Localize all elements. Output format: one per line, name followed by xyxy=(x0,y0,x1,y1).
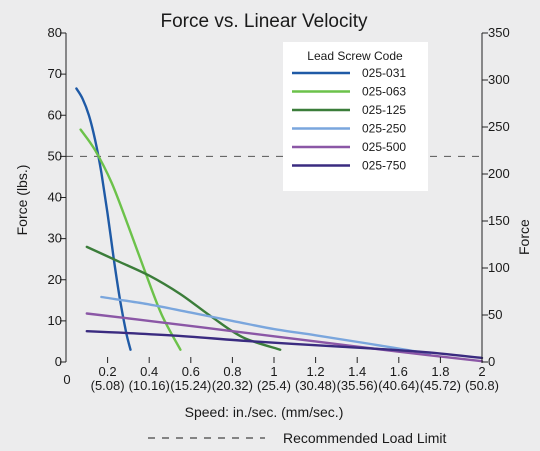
x-tick-label: 0.8 xyxy=(223,364,241,379)
series-line-025-063 xyxy=(79,128,182,351)
legend: Lead Screw Code 025-031 025-063 025-125 025… xyxy=(283,42,428,191)
series-line-025-125 xyxy=(85,245,282,351)
y-tick-label: 50 xyxy=(48,148,62,163)
x-tick-label: 1.8 xyxy=(431,364,449,379)
series-line-025-500 xyxy=(85,312,484,363)
x-tick-label: 1.4 xyxy=(348,364,366,379)
y-tick-label: 30 xyxy=(48,231,62,246)
y-tick-label: 80 xyxy=(48,25,62,40)
x-tick-label: 1.6 xyxy=(390,364,408,379)
reference-legend-label: Recommended Load Limit xyxy=(283,430,447,446)
y-axis-title: Force (lbs.) xyxy=(14,165,30,236)
x-tick-label: 0.6 xyxy=(182,364,200,379)
reference-line-legend: Recommended Load Limit xyxy=(148,430,447,446)
y-tick-label: 20 xyxy=(48,272,62,287)
y2-tick-label: 200 xyxy=(488,166,510,181)
legend-label-025-031: 025-031 xyxy=(362,66,406,80)
series-line-025-750 xyxy=(85,330,484,360)
x-tick-sublabel: (30.48) xyxy=(295,378,336,393)
x-tick-sublabel: (50.8) xyxy=(465,378,499,393)
x-tick-label: 0 xyxy=(63,372,70,387)
legend-label-025-250: 025-250 xyxy=(362,122,406,136)
x-tick-sublabel: (35.56) xyxy=(337,378,378,393)
x-tick-label: 0.2 xyxy=(99,364,117,379)
y2-tick-label: 300 xyxy=(488,72,510,87)
series-lines xyxy=(75,87,484,363)
tick-labels: 0 10 20 30 40 50 60 70 80 0 50 100 150 200 250 300 350 0 0… xyxy=(48,25,510,393)
y-tick-label: 40 xyxy=(48,190,62,205)
y2-tick-label: 350 xyxy=(488,25,510,40)
y2-axis-title-clip: Force (N) xyxy=(516,196,532,255)
x-tick-sublabel: (40.64) xyxy=(378,378,419,393)
y2-tick-label: 50 xyxy=(488,307,502,322)
y2-tick-label: 250 xyxy=(488,119,510,134)
legend-label-025-063: 025-063 xyxy=(362,85,406,99)
y2-axis-title: Force (N) xyxy=(516,196,532,255)
x-tick-sublabel: (10.16) xyxy=(129,378,170,393)
x-tick-label: 0.4 xyxy=(140,364,158,379)
series-line-025-250 xyxy=(100,295,432,355)
series-line-025-031 xyxy=(75,87,132,351)
y2-tick-label: 0 xyxy=(488,354,495,369)
y-tick-label: 70 xyxy=(48,66,62,81)
x-tick-sublabel: (15.24) xyxy=(170,378,211,393)
legend-title: Lead Screw Code xyxy=(307,49,403,63)
axes xyxy=(60,32,488,363)
y2-tick-label: 100 xyxy=(488,260,510,275)
x-tick-sublabel: (25.4) xyxy=(257,378,291,393)
x-tick-sublabel: (5.08) xyxy=(91,378,125,393)
legend-label-025-750: 025-750 xyxy=(362,159,406,173)
legend-label-025-500: 025-500 xyxy=(362,140,406,154)
x-tick-sublabel: (45.72) xyxy=(420,378,461,393)
x-tick-label: 1.2 xyxy=(307,364,325,379)
y-tick-label: 60 xyxy=(48,107,62,122)
y2-tick-label: 150 xyxy=(488,213,510,228)
y-tick-label: 10 xyxy=(48,313,62,328)
x-axis-title: Speed: in./sec. (mm/sec.) xyxy=(185,404,344,420)
x-tick-sublabel: (20.32) xyxy=(212,378,253,393)
chart-title: Force vs. Linear Velocity xyxy=(161,11,368,32)
legend-label-025-125: 025-125 xyxy=(362,103,406,117)
x-tick-label: 2 xyxy=(478,364,485,379)
y-tick-label: 0 xyxy=(55,354,62,369)
x-tick-label: 1 xyxy=(270,364,277,379)
legend-box xyxy=(283,42,428,191)
